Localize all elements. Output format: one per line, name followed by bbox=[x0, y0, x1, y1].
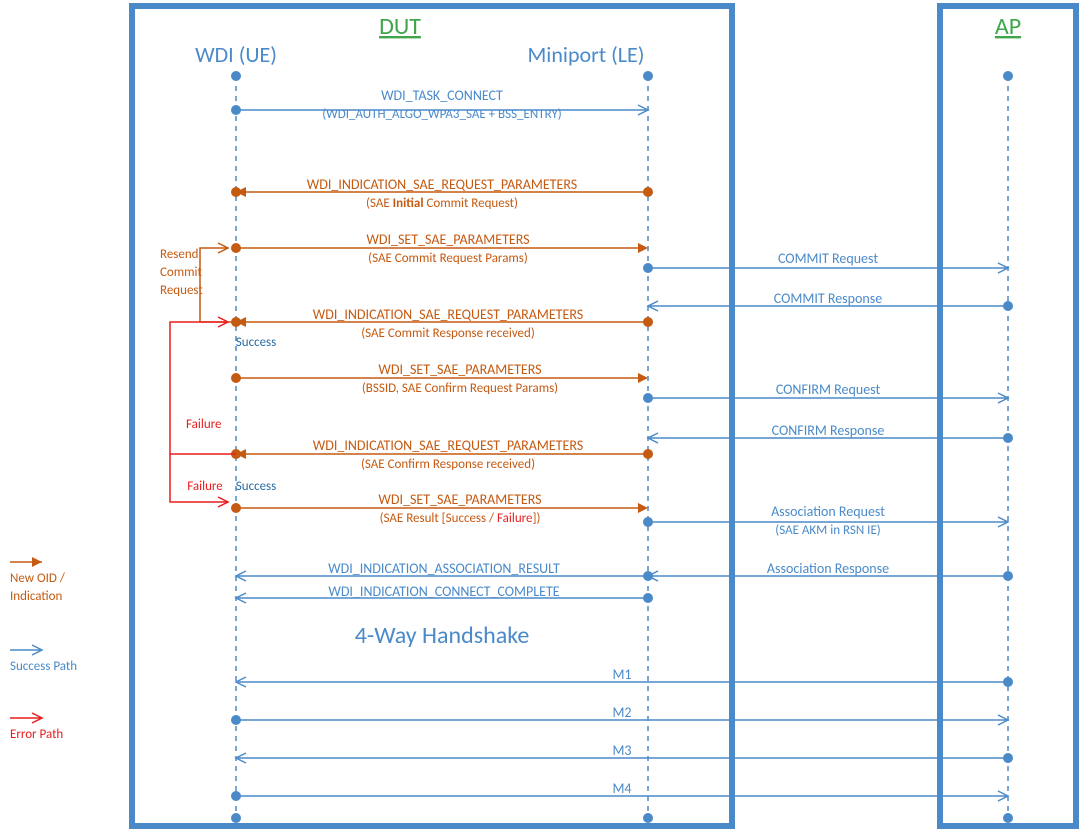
svg-text:(SAE Result [Success / Failure: (SAE Result [Success / Failure]) bbox=[380, 511, 541, 526]
svg-text:(BSSID, SAE Confirm Request Pa: (BSSID, SAE Confirm Request Params) bbox=[362, 381, 558, 396]
svg-text:WDI_INDICATION_ASSOCIATION_RES: WDI_INDICATION_ASSOCIATION_RESULT bbox=[328, 560, 560, 577]
sequence-diagram: DUT AP WDI (UE) Miniport (LE) WDI_TASK_CONNE… bbox=[0, 0, 1086, 832]
svg-text:(SAE Commit Request Params): (SAE Commit Request Params) bbox=[368, 251, 528, 266]
svg-text:M1: M1 bbox=[612, 666, 631, 683]
svg-text:CONFIRM Request: CONFIRM Request bbox=[776, 381, 881, 398]
svg-text:M3: M3 bbox=[612, 742, 631, 759]
svg-text:(SAE Confirm Response received: (SAE Confirm Response received) bbox=[361, 457, 535, 472]
svg-text:(WDI_AUTH_ALGO_WPA3_SAE + BSS_: (WDI_AUTH_ALGO_WPA3_SAE + BSS_ENTRY) bbox=[322, 107, 562, 122]
svg-text:WDI_INDICATION_SAE_REQUEST_PAR: WDI_INDICATION_SAE_REQUEST_PARAMETERS bbox=[313, 437, 583, 454]
svg-text:Error Path: Error Path bbox=[10, 727, 63, 742]
svg-text:AP: AP bbox=[995, 12, 1021, 41]
svg-text:Failure: Failure bbox=[186, 417, 221, 432]
svg-text:DUT: DUT bbox=[379, 12, 421, 41]
svg-text:COMMIT Request: COMMIT Request bbox=[778, 250, 878, 267]
svg-text:Success Path: Success Path bbox=[10, 659, 77, 674]
svg-text:(SAE Commit Response received): (SAE Commit Response received) bbox=[361, 326, 535, 341]
svg-text:CONFIRM Response: CONFIRM Response bbox=[772, 422, 885, 439]
svg-text:Success: Success bbox=[236, 479, 276, 494]
svg-text:WDI (UE): WDI (UE) bbox=[195, 41, 277, 68]
svg-text:Miniport (LE): Miniport (LE) bbox=[528, 41, 645, 68]
svg-text:WDI_TASK_CONNECT: WDI_TASK_CONNECT bbox=[381, 87, 503, 104]
svg-text:WDI_INDICATION_SAE_REQUEST_PAR: WDI_INDICATION_SAE_REQUEST_PARAMETERS bbox=[313, 306, 583, 323]
svg-text:M4: M4 bbox=[612, 780, 631, 797]
svg-text:WDI_SET_SAE_PARAMETERS: WDI_SET_SAE_PARAMETERS bbox=[366, 231, 529, 248]
svg-text:WDI_SET_SAE_PARAMETERS: WDI_SET_SAE_PARAMETERS bbox=[378, 361, 541, 378]
svg-text:Association Response: Association Response bbox=[767, 560, 889, 577]
svg-text:WDI_INDICATION_CONNECT_COMPLET: WDI_INDICATION_CONNECT_COMPLETE bbox=[328, 583, 559, 600]
svg-text:Failure: Failure bbox=[187, 479, 222, 494]
svg-text:(SAE Initial Commit Request): (SAE Initial Commit Request) bbox=[366, 196, 518, 211]
svg-text:COMMIT Response: COMMIT Response bbox=[774, 290, 882, 307]
svg-text:M2: M2 bbox=[612, 704, 631, 721]
svg-text:(SAE AKM in RSN IE): (SAE AKM in RSN IE) bbox=[775, 523, 880, 538]
svg-text:Success: Success bbox=[236, 335, 276, 350]
svg-text:New OID /: New OID / bbox=[10, 571, 66, 586]
svg-text:Association Request: Association Request bbox=[771, 503, 885, 520]
svg-text:Commit: Commit bbox=[160, 265, 203, 280]
svg-text:Indication: Indication bbox=[10, 589, 63, 604]
svg-text:WDI_INDICATION_SAE_REQUEST_PAR: WDI_INDICATION_SAE_REQUEST_PARAMETERS bbox=[307, 176, 577, 193]
svg-text:WDI_SET_SAE_PARAMETERS: WDI_SET_SAE_PARAMETERS bbox=[378, 491, 541, 508]
svg-text:Request: Request bbox=[160, 283, 203, 298]
svg-text:4-Way Handshake: 4-Way Handshake bbox=[355, 621, 530, 650]
svg-text:Resend: Resend bbox=[160, 247, 199, 262]
